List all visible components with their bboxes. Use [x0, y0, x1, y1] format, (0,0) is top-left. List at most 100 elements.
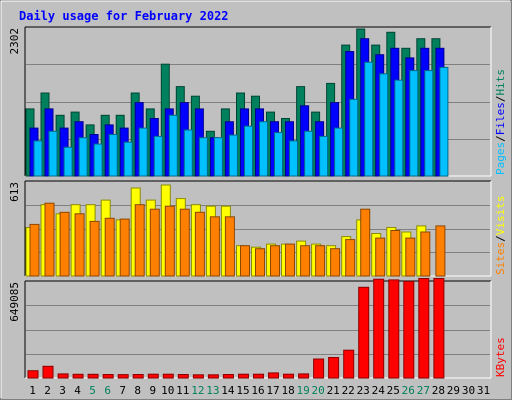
- bar-sites-day-25: [390, 230, 401, 277]
- bar-kbytes-day-24: [373, 278, 385, 379]
- bar-pages-day-27: [424, 70, 434, 177]
- bar-pages-day-23: [364, 61, 374, 177]
- bar-kbytes-day-8: [132, 374, 144, 379]
- x-tick-label-day-30: 30: [462, 384, 475, 397]
- x-tick-label-day-25: 25: [387, 384, 400, 397]
- bar-pages-day-22: [349, 98, 359, 177]
- x-tick-label-day-23: 23: [357, 384, 370, 397]
- x-tick-label-day-16: 16: [251, 384, 264, 397]
- x-tick-label-day-12: 12: [191, 384, 204, 397]
- bar-sites-day-19: [300, 245, 311, 277]
- bar-sites-day-4: [74, 213, 85, 277]
- x-tick-label-day-2: 2: [44, 384, 51, 397]
- x-tick-label-day-17: 17: [266, 384, 279, 397]
- bar-pages-day-11: [183, 129, 193, 177]
- bar-pages-day-21: [334, 127, 344, 177]
- bar-sites-day-11: [179, 208, 190, 277]
- legend-entry: Visits: [494, 196, 507, 236]
- bar-pages-day-16: [259, 121, 268, 177]
- bar-kbytes-day-9: [147, 373, 159, 379]
- bar-kbytes-day-11: [177, 374, 189, 379]
- bar-kbytes-day-18: [283, 373, 294, 379]
- legend-entry: /: [494, 135, 507, 142]
- bar-sites-day-26: [405, 237, 416, 277]
- x-tick-label-day-11: 11: [176, 384, 189, 397]
- bar-sites-day-20: [315, 245, 326, 277]
- bar-kbytes-day-15: [238, 373, 249, 379]
- chart-panels: 2302Pages/Files/Hits613Sites/Visits64908…: [8, 26, 507, 397]
- bar-kbytes-day-7: [117, 374, 129, 379]
- bar-pages-day-10: [168, 114, 178, 177]
- bar-kbytes-day-13: [207, 374, 219, 379]
- legend-entry: Hits: [494, 69, 507, 96]
- x-tick-label-day-9: 9: [149, 384, 156, 397]
- bar-kbytes-day-23: [358, 286, 370, 379]
- bar-kbytes-day-12: [192, 374, 204, 379]
- bar-kbytes-day-26: [403, 280, 415, 379]
- bar-pages-day-9: [153, 135, 163, 177]
- bar-kbytes-day-22: [343, 349, 355, 379]
- bar-sites-day-5: [89, 220, 100, 277]
- x-tick-label-day-5: 5: [89, 384, 96, 397]
- x-tick-label-day-4: 4: [74, 384, 81, 397]
- max-label-middle: 613: [8, 182, 21, 202]
- legend-middle: Sites/Visits: [494, 196, 507, 276]
- bar-sites-day-8: [134, 204, 145, 277]
- bar-pages-day-17: [274, 132, 283, 177]
- bar-pages-day-8: [138, 127, 148, 177]
- legend-entry: Sites: [494, 242, 507, 275]
- x-tick-label-day-6: 6: [104, 384, 111, 397]
- legend-top: Pages/Files/Hits: [494, 69, 507, 175]
- bar-pages-day-18: [289, 140, 298, 177]
- bar-pages-day-2: [48, 130, 58, 177]
- bar-sites-day-18: [285, 243, 295, 277]
- bar-sites-day-27: [420, 231, 431, 277]
- x-tick-label-day-29: 29: [447, 384, 460, 397]
- x-tick-label-day-10: 10: [161, 384, 174, 397]
- legend-entry: /: [494, 235, 507, 242]
- max-label-bottom: 649085: [8, 282, 21, 322]
- bar-sites-day-2: [44, 202, 55, 277]
- bar-pages-day-19: [304, 130, 314, 177]
- bar-sites-day-12: [194, 211, 205, 277]
- chart-title: Daily usage for February 2022: [19, 9, 229, 23]
- bar-pages-day-14: [228, 134, 238, 177]
- bar-kbytes-day-4: [72, 373, 84, 379]
- bar-kbytes-day-1: [27, 370, 39, 379]
- bar-pages-day-20: [319, 135, 329, 177]
- bar-pages-day-24: [379, 73, 389, 177]
- x-tick-label-day-31: 31: [477, 384, 490, 397]
- x-tick-label-day-21: 21: [327, 384, 340, 397]
- x-tick-label-day-27: 27: [417, 384, 430, 397]
- x-tick-label-day-18: 18: [281, 384, 294, 397]
- panel-middle: 613 Sites/Visits: [8, 180, 507, 277]
- bar-pages-day-5: [93, 143, 103, 177]
- panel-bottom: 649085 KBytes: [8, 278, 507, 379]
- bar-sites-day-6: [104, 217, 115, 277]
- x-tick-label-day-24: 24: [372, 384, 386, 397]
- bar-kbytes-day-14: [222, 374, 234, 379]
- x-tick-label-day-1: 1: [29, 384, 36, 397]
- bar-sites-day-1: [29, 223, 40, 277]
- bar-pages-day-3: [63, 146, 73, 177]
- bar-kbytes-day-27: [418, 278, 430, 379]
- bar-pages-day-1: [33, 140, 43, 177]
- x-tick-label-day-14: 14: [221, 384, 235, 397]
- x-tick-label-day-20: 20: [311, 384, 324, 397]
- bar-sites-day-28: [435, 225, 446, 277]
- legend-entry: /: [494, 96, 507, 103]
- bar-pages-day-26: [409, 70, 419, 177]
- bar-sites-day-16: [255, 248, 265, 277]
- bar-kbytes-day-25: [388, 279, 400, 379]
- bar-kbytes-day-16: [253, 373, 264, 379]
- bar-kbytes-day-19: [298, 373, 310, 379]
- bar-pages-day-6: [108, 134, 118, 177]
- x-tick-label-day-8: 8: [134, 384, 141, 397]
- bar-kbytes-day-10: [162, 373, 174, 379]
- bar-sites-day-17: [270, 245, 280, 277]
- bar-pages-day-12: [198, 137, 208, 177]
- bar-pages-day-15: [244, 125, 253, 177]
- bar-sites-day-22: [345, 239, 356, 277]
